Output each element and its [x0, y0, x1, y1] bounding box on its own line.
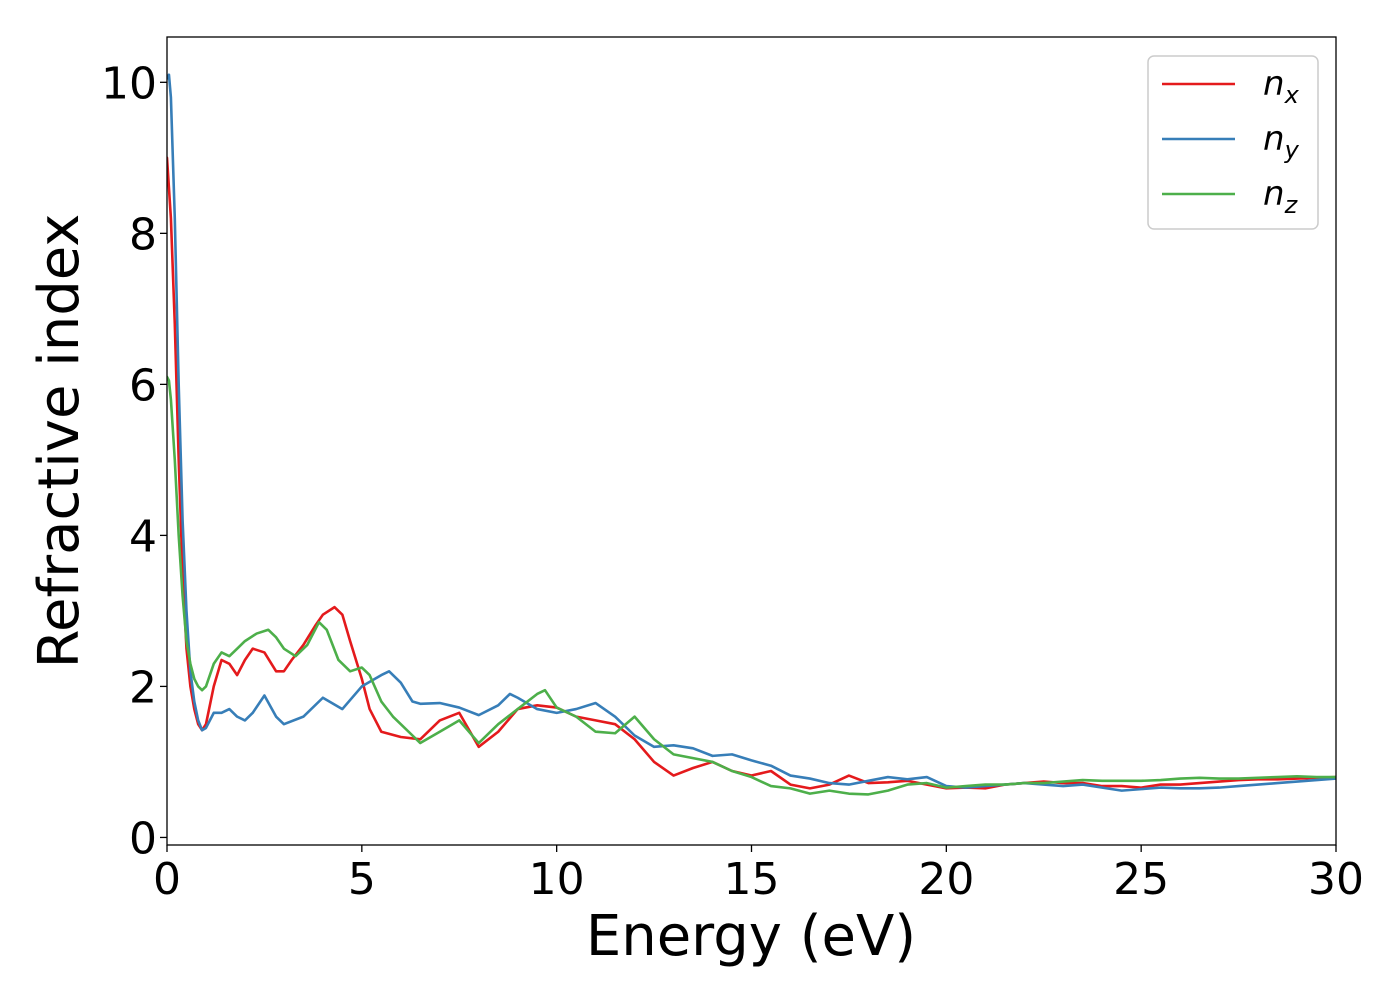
series-line-y: [167, 73, 1336, 792]
y-tick-label: 6: [129, 360, 157, 411]
series-line-z: [167, 375, 1336, 796]
y-tick-label: 8: [129, 209, 157, 260]
x-tick-label: 25: [1113, 854, 1169, 905]
x-tick-label: 5: [348, 854, 376, 905]
series-layer: [167, 73, 1336, 796]
x-tick-label: 30: [1308, 854, 1364, 905]
x-tick-label: 0: [153, 854, 181, 905]
y-tick-label: 0: [129, 813, 157, 864]
y-tick-label: 10: [101, 58, 157, 109]
legend-subscript-x: x: [1284, 81, 1300, 109]
x-axis-label: Energy (eV): [586, 904, 916, 969]
y-tick-label: 4: [129, 511, 157, 562]
legend-subscript-z: z: [1284, 191, 1299, 219]
y-tick-label: 2: [129, 662, 157, 713]
x-tick-label: 15: [724, 854, 780, 905]
legend-box: [1147, 55, 1319, 230]
y-axis-label: Refractive index: [27, 214, 92, 669]
legend-subscript-y: y: [1284, 136, 1300, 164]
x-tick-label: 10: [529, 854, 585, 905]
x-tick-label: 20: [918, 854, 974, 905]
tick-layer: 0 5 10 15 20 25 30 0 2 4 6 8 10: [101, 58, 1364, 905]
